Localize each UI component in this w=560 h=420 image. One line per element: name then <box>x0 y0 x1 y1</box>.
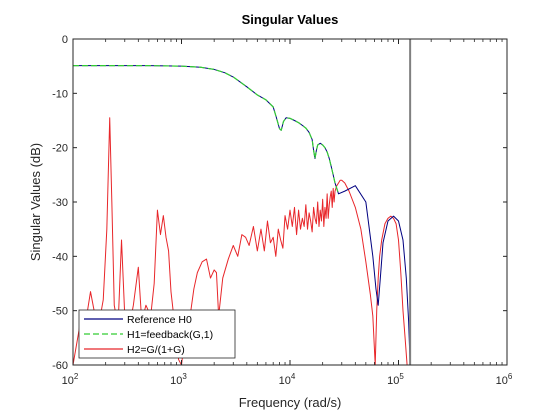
x-tick-label-exp-3: 5 <box>399 372 404 381</box>
legend-label-1: H1=feedback(G,1) <box>127 329 213 341</box>
x-tick-label-base-0: 10 <box>62 375 74 387</box>
x-tick-label-4: 106 <box>496 372 513 387</box>
x-tick-label-exp-1: 3 <box>182 372 187 381</box>
x-tick-label-base-4: 10 <box>496 375 508 387</box>
x-tick-label-exp-2: 4 <box>291 372 296 381</box>
y-tick-label-2: -20 <box>52 143 68 155</box>
y-tick-label-5: -50 <box>52 306 68 318</box>
x-tick-label-exp-0: 2 <box>74 372 79 381</box>
y-axis-label: Singular Values (dB) <box>28 143 43 261</box>
x-tick-label-1: 103 <box>170 372 187 387</box>
legend-label-0: Reference H0 <box>127 314 192 326</box>
x-tick-label-3: 105 <box>387 372 404 387</box>
legend-label-2: H2=G/(1+G) <box>127 344 185 356</box>
x-tick-label-base-2: 10 <box>279 375 291 387</box>
x-tick-label-0: 102 <box>62 372 79 387</box>
x-tick-label-base-1: 10 <box>170 375 182 387</box>
x-tick-label-2: 104 <box>279 372 296 387</box>
series-line-1 <box>73 65 340 195</box>
legend[interactable]: Reference H0 H1=feedback(G,1) H2=G/(1+G) <box>78 309 236 359</box>
x-axis-label: Frequency (rad/s) <box>239 395 342 410</box>
x-tick-label-exp-4: 6 <box>508 372 513 381</box>
y-tick-label-6: -60 <box>52 360 68 372</box>
x-tick-label-base-3: 10 <box>387 375 399 387</box>
series-layer <box>73 65 411 365</box>
y-tick-label-4: -40 <box>52 251 68 263</box>
y-tick-label-0: 0 <box>62 34 68 46</box>
chart-title: Singular Values <box>242 12 339 27</box>
y-tick-label-3: -30 <box>52 197 68 209</box>
y-tick-label-1: -10 <box>52 88 68 100</box>
series-line-2 <box>73 117 411 365</box>
